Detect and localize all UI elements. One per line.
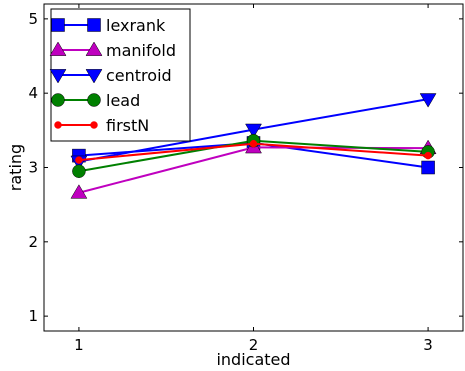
legend-marker-centroid: [85, 69, 103, 84]
data-point-lead: [72, 164, 86, 178]
legend-marker-lead: [51, 93, 65, 107]
legend-marker-firstN: [54, 121, 62, 129]
data-point-firstN: [249, 139, 258, 148]
data-point-manifold: [70, 184, 88, 199]
data-point-centroid: [419, 93, 437, 108]
x-tick-label: 1: [74, 336, 84, 354]
y-tick-label: 3: [28, 159, 38, 177]
legend-marker-lead: [87, 93, 101, 107]
legend-label-manifold: manifold: [106, 41, 176, 60]
y-tick-label: 5: [28, 10, 38, 28]
data-point-firstN: [424, 151, 432, 160]
legend-marker-firstN: [90, 121, 98, 129]
x-tick-label: 3: [423, 336, 433, 354]
legend: lexrank manifold centroid lead firstN: [49, 8, 191, 142]
plot-area: [70, 93, 437, 199]
legend-label-lexrank: lexrank: [106, 16, 166, 35]
axes: 1 2 3 1 2 3 4 5: [28, 3, 464, 354]
x-tick-label: 2: [249, 336, 259, 354]
y-tick-label: 1: [28, 307, 38, 325]
legend-label-centroid: centroid: [106, 66, 172, 85]
x-axis-label: indicated: [216, 350, 290, 369]
legend-marker-lexrank: [87, 18, 101, 32]
y-axis-label: rating: [6, 144, 25, 191]
y-tick-label: 2: [28, 233, 38, 251]
legend-marker-lexrank: [51, 18, 65, 32]
legend-label-firstN: firstN: [106, 116, 149, 135]
data-point-lexrank: [421, 160, 435, 175]
y-tick-label: 4: [28, 84, 38, 102]
data-point-centroid: [245, 123, 262, 139]
legend-label-lead: lead: [106, 91, 140, 110]
data-point-firstN: [75, 156, 83, 164]
legend-marker-centroid: [49, 69, 67, 84]
legend-marker-manifold: [49, 41, 67, 56]
legend-marker-manifold: [85, 41, 103, 56]
